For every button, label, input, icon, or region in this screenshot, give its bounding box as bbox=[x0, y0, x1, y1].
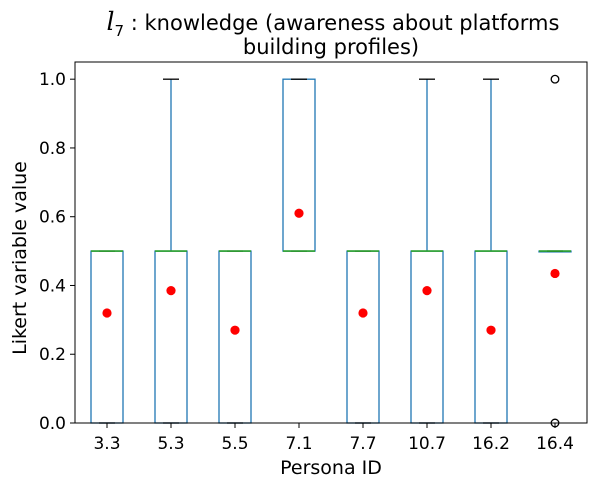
x-tick-label: 7.7 bbox=[349, 434, 376, 454]
x-tick-label: 5.3 bbox=[157, 434, 184, 454]
box-iqr bbox=[218, 250, 252, 424]
box-iqr bbox=[410, 250, 444, 424]
y-axis-label: Likert variable value bbox=[9, 161, 31, 355]
chart-title-line1: l7 : knowledge (awareness about platform… bbox=[107, 7, 560, 40]
y-tick-label: 0.4 bbox=[39, 276, 66, 296]
mean-point bbox=[166, 286, 176, 296]
y-tick-label: 0.2 bbox=[39, 345, 66, 365]
x-axis-label: Persona ID bbox=[280, 457, 382, 479]
chart-title-subscript: 7 bbox=[115, 22, 125, 40]
chart-title-symbol: l bbox=[107, 7, 115, 36]
mean-point bbox=[422, 286, 432, 296]
x-tick-label: 3.3 bbox=[93, 434, 120, 454]
chart-title-text: : knowledge (awareness about platforms bbox=[124, 11, 559, 35]
box-iqr bbox=[346, 250, 380, 424]
plot-marks bbox=[90, 74, 572, 428]
mean-point bbox=[486, 325, 496, 335]
axes: 3.3 5.3 5.5 7.1 7.7 10.7 16.2 16.4 0.0 0.2 0.4 0.6 0… bbox=[39, 61, 588, 454]
x-tick-label: 10.7 bbox=[408, 434, 446, 454]
x-tick-label: 16.4 bbox=[536, 434, 574, 454]
mean-point bbox=[230, 325, 240, 335]
y-tick-label: 0.8 bbox=[39, 139, 66, 159]
plot-frame bbox=[74, 61, 588, 424]
y-tick-label: 1.0 bbox=[39, 70, 66, 90]
mean-point bbox=[550, 268, 560, 279]
outlier-point bbox=[550, 74, 560, 84]
mean-point bbox=[294, 208, 304, 218]
mean-point bbox=[102, 308, 112, 318]
box-iqr bbox=[154, 250, 188, 424]
x-tick-label: 16.2 bbox=[472, 434, 510, 454]
chart-title-line2: building profiles) bbox=[243, 35, 419, 59]
x-tick-label: 5.5 bbox=[221, 434, 248, 454]
y-tick-label: 0.6 bbox=[39, 208, 66, 228]
x-tick-label: 7.1 bbox=[285, 434, 312, 454]
y-tick-label: 0.0 bbox=[39, 414, 66, 434]
box-iqr bbox=[282, 78, 316, 252]
mean-point bbox=[358, 308, 368, 318]
box-iqr bbox=[90, 250, 124, 424]
box-iqr bbox=[474, 250, 508, 424]
